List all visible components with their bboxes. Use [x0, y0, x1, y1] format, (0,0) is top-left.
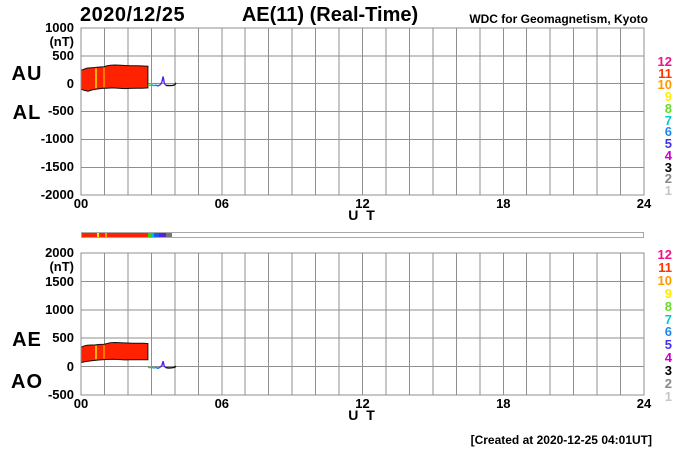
- x-tick-label: 12: [355, 196, 370, 211]
- y-tick-label: 1000: [45, 302, 74, 317]
- y-tick-label: 500: [52, 47, 74, 63]
- y-tick-label: 0: [66, 358, 74, 374]
- y-axis-unit-label: (nT): [49, 259, 74, 275]
- envelope-label-al: AL: [12, 102, 42, 124]
- x-tick-label: 00: [73, 396, 89, 411]
- legend-item-1: 1: [664, 183, 672, 199]
- y-tick-label: -500: [47, 103, 74, 119]
- activity-bar-segment: [151, 233, 154, 237]
- page-title: AE(11) (Real-Time): [241, 4, 419, 26]
- envelope-label-ao: AO: [11, 371, 43, 393]
- plot-frame: [80, 27, 645, 196]
- x-tick-label: 18: [496, 396, 511, 411]
- legend-item-10: 10: [657, 77, 672, 93]
- legend-item-12: 12: [657, 54, 672, 69]
- tail-line: [151, 366, 156, 369]
- y-tick-label: 500: [52, 330, 74, 346]
- legend-item-2: 2: [664, 171, 672, 187]
- legend-item-8: 8: [664, 298, 672, 314]
- tail-line: [165, 365, 177, 369]
- y-tick-label: -1500: [40, 159, 74, 175]
- tail-line: [147, 366, 153, 369]
- legend-item-11: 11: [658, 65, 672, 81]
- x-axis-title: U T: [348, 207, 377, 223]
- legend-item-5: 5: [664, 337, 672, 353]
- legend-item-10: 10: [657, 272, 672, 288]
- date-label: 2020/12/25: [80, 4, 186, 26]
- y-tick-label: 0: [66, 75, 74, 91]
- legend-item-8: 8: [664, 100, 672, 116]
- x-tick-label: 12: [355, 396, 370, 411]
- legend-item-6: 6: [664, 324, 672, 340]
- legend-item-11: 11: [658, 259, 672, 275]
- x-tick-label: 06: [214, 196, 230, 211]
- legend-item-9: 9: [664, 89, 672, 105]
- legend-item-1: 1: [664, 388, 672, 404]
- legend-item-6: 6: [664, 124, 672, 140]
- tail-line: [159, 76, 167, 86]
- grid-lines: [80, 252, 645, 396]
- activity-bar-segment: [159, 233, 166, 237]
- band-area-AE-AO: [80, 342, 149, 364]
- x-tick-label: 24: [636, 196, 652, 211]
- activity-bar-segment: [147, 233, 151, 237]
- x-axis-title: U T: [348, 407, 377, 423]
- tail-line: [165, 82, 177, 87]
- y-tick-label: 1500: [45, 273, 74, 289]
- y-tick-label: 1000: [45, 19, 74, 35]
- lower-panel-plot: [80, 252, 645, 396]
- legend-item-7: 7: [664, 112, 672, 128]
- envelope-label-au: AU: [11, 63, 43, 85]
- activity-bar-segment: [166, 233, 173, 237]
- band-area-AU-AL: [80, 64, 149, 92]
- legend-item-12: 12: [657, 247, 672, 262]
- legend-item-2: 2: [664, 376, 672, 391]
- tail-line: [155, 366, 161, 370]
- y-tick-label: -2000: [40, 186, 74, 202]
- x-tick-label: 06: [214, 396, 230, 411]
- created-at-label: [Created at 2020-12-25 04:01UT]: [470, 433, 652, 447]
- tail-line: [155, 83, 161, 87]
- x-tick-label: 18: [496, 196, 511, 211]
- x-tick-label: 24: [636, 396, 652, 411]
- y-axis-unit-label: (nT): [49, 33, 74, 49]
- activity-color-bar: [81, 232, 644, 238]
- legend-item-3: 3: [664, 159, 672, 175]
- legend-item-5: 5: [664, 136, 672, 152]
- legend-item-4: 4: [664, 350, 672, 366]
- y-tick-label: -1000: [40, 131, 74, 147]
- legend-item-7: 7: [664, 311, 672, 327]
- activity-bar-marker: [105, 233, 107, 237]
- envelope-label-ae: AE: [12, 329, 42, 351]
- tail-line: [159, 361, 167, 369]
- grid-lines: [80, 27, 645, 196]
- x-tick-label: 00: [73, 196, 89, 211]
- activity-bar-segment: [82, 233, 148, 237]
- activity-bar-segment: [154, 233, 160, 237]
- legend-item-4: 4: [664, 147, 672, 163]
- tail-line: [147, 83, 153, 86]
- legend-item-9: 9: [664, 285, 672, 301]
- legend-item-3: 3: [664, 363, 672, 379]
- source-label: WDC for Geomagnetism, Kyoto: [469, 12, 648, 26]
- tail-line: [151, 83, 156, 87]
- y-tick-label: 2000: [45, 245, 74, 261]
- plot-frame: [80, 252, 645, 396]
- y-tick-label: -500: [47, 387, 74, 403]
- upper-panel-plot: [80, 27, 645, 196]
- activity-bar-marker: [97, 233, 99, 237]
